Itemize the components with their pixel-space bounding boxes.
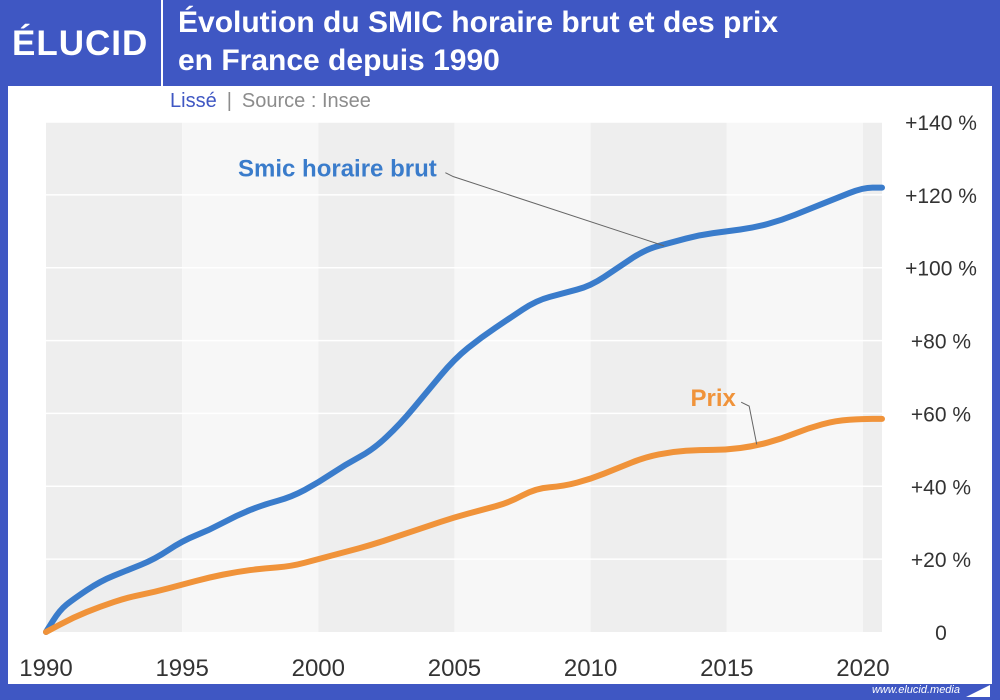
smoothed-label: Lissé bbox=[170, 90, 217, 112]
y-tick-label-100: +100 % bbox=[905, 258, 977, 281]
y-tick-label-60: +60 % bbox=[911, 403, 971, 426]
series-line-prix bbox=[43, 415, 885, 635]
band-2010 bbox=[590, 122, 727, 632]
x-axis-ticks: 1990 1995 2000 2005 2010 2015 2020 bbox=[19, 655, 889, 682]
series-lines bbox=[43, 184, 885, 635]
y-tick-label-80: +80 % bbox=[911, 331, 971, 354]
series-label-smic: Smic horaire brut bbox=[238, 156, 437, 183]
chart-subtitle: Lissé | Source : Insee bbox=[170, 90, 371, 113]
leader-line-prix bbox=[740, 401, 758, 445]
y-tick-label-40: +40 % bbox=[911, 476, 971, 499]
chart-title-line-1: Évolution du SMIC horaire brut et des pr… bbox=[178, 6, 779, 39]
chart-title: Évolution du SMIC horaire brut et des pr… bbox=[178, 4, 978, 80]
y-tick-label-140: +140 % bbox=[905, 112, 977, 135]
y-axis-ticks: 0 +20 % +40 % +60 % +80 % +100 % +120 % +140 % bbox=[905, 112, 977, 645]
series-labels: Smic horaire brut Prix bbox=[238, 156, 758, 445]
band-2015 bbox=[726, 122, 863, 632]
chart-title-line-2: en France depuis 1990 bbox=[178, 44, 500, 77]
x-tick-label-2015: 2015 bbox=[700, 655, 753, 682]
band-2005 bbox=[454, 122, 591, 632]
x-tick-label-1995: 1995 bbox=[155, 655, 208, 682]
footer-url[interactable]: www.elucid.media bbox=[871, 684, 960, 696]
y-tick-label-120: +120 % bbox=[905, 185, 977, 208]
elucid-logo: ÉLUCID bbox=[12, 24, 149, 63]
year-bands bbox=[46, 122, 882, 632]
band-2000 bbox=[318, 122, 455, 632]
leader-line-smic bbox=[445, 172, 665, 247]
band-2020 bbox=[862, 122, 882, 632]
y-tick-label-20: +20 % bbox=[911, 549, 971, 572]
gridlines bbox=[46, 121, 882, 560]
elucid-flag-icon bbox=[966, 685, 990, 697]
x-tick-label-2005: 2005 bbox=[428, 655, 481, 682]
y-tick-label-0: 0 bbox=[935, 622, 947, 645]
x-tick-label-2000: 2000 bbox=[292, 655, 345, 682]
subtitle-separator: | bbox=[226, 90, 232, 112]
series-line-smic bbox=[43, 184, 885, 635]
band-1990 bbox=[46, 122, 183, 632]
x-tick-label-2020: 2020 bbox=[836, 655, 889, 682]
logo-divider bbox=[161, 0, 163, 86]
source-label: Source : Insee bbox=[241, 90, 371, 112]
header-bar: ÉLUCID Évolution du SMIC horaire brut et… bbox=[0, 0, 1000, 86]
x-tick-label-1990: 1990 bbox=[19, 655, 72, 682]
series-label-prix: Prix bbox=[690, 385, 736, 412]
x-tick-label-2010: 2010 bbox=[564, 655, 617, 682]
band-1995 bbox=[182, 122, 319, 632]
